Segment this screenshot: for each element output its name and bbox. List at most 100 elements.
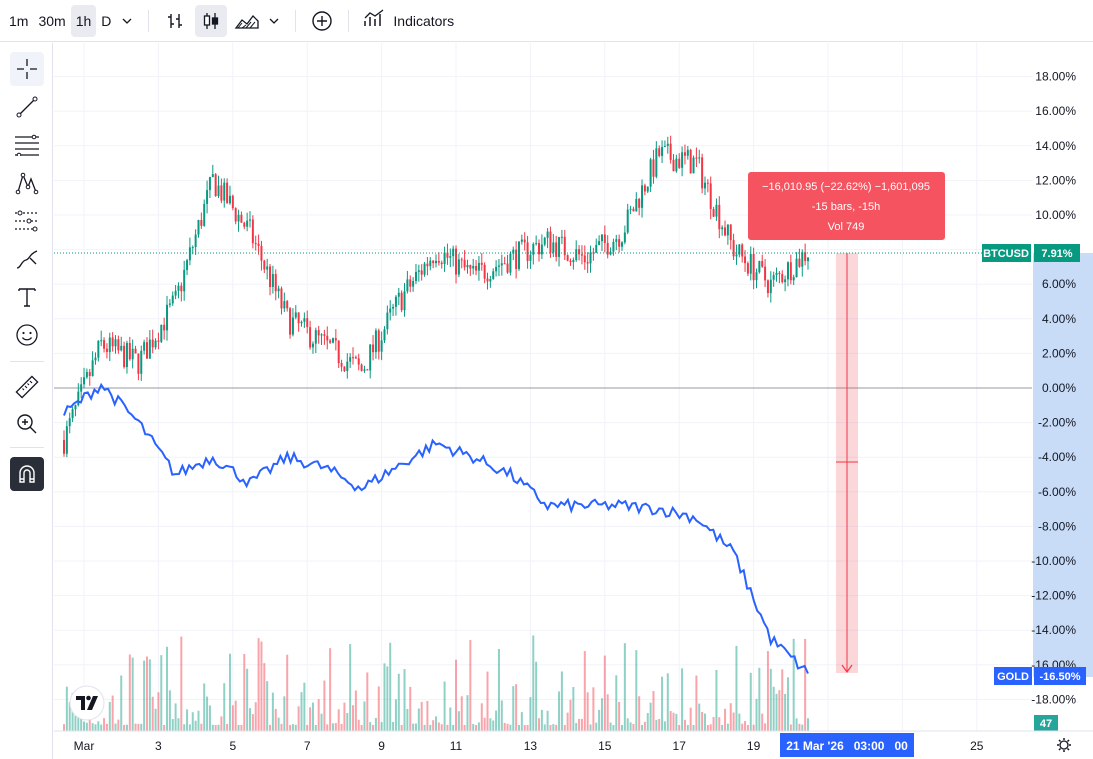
candle-body [706, 182, 709, 184]
candle-body [744, 256, 747, 264]
candle-body [68, 418, 71, 427]
volume-bar [558, 691, 561, 731]
tradingview-logo[interactable] [69, 685, 105, 721]
price-range-measure[interactable]: −16,010.95 (−22.62%) −1,601,095 -15 bars… [748, 172, 945, 674]
volume-bar [798, 723, 801, 731]
volume-bar [626, 718, 629, 731]
fib-retracement-icon[interactable] [10, 128, 44, 162]
trend-line-icon[interactable] [10, 90, 44, 124]
candle-body [766, 280, 769, 294]
price-axis[interactable]: 18.00%16.00%14.00%12.00%10.00%8.00%6.00%… [1031, 70, 1076, 707]
candle-body [741, 244, 744, 257]
candle-body [74, 405, 77, 410]
timeframe-dropdown-chevron-icon[interactable] [116, 5, 138, 37]
emoji-icon[interactable] [10, 318, 44, 352]
chart-settings-gear-icon[interactable] [1057, 738, 1071, 752]
btcusd-symbol-badge [982, 244, 1031, 262]
candle-body [277, 288, 280, 292]
volume-bar [326, 724, 329, 731]
volume-bar [357, 719, 360, 731]
candle-body [326, 335, 329, 341]
candle-body [343, 366, 346, 372]
crosshair-icon[interactable] [10, 52, 44, 86]
candle-body [334, 338, 337, 341]
chart-type-dropdown-chevron-icon[interactable] [263, 5, 285, 37]
candle-body [463, 259, 466, 268]
candle-body [452, 248, 455, 257]
candle-body [394, 296, 397, 307]
volume-bar [681, 668, 684, 731]
volume-bar [374, 717, 377, 731]
candle-body [609, 251, 612, 255]
candle-body [483, 264, 486, 279]
candle-body [128, 342, 131, 360]
volume-bar [346, 713, 349, 731]
candle-body [297, 312, 300, 324]
volume-bar [366, 672, 369, 731]
volume-bar [578, 718, 581, 731]
timeframe-1m[interactable]: 1m [9, 12, 29, 29]
text-tool-icon[interactable] [10, 280, 44, 314]
timeframe-1h[interactable]: 1h [70, 4, 97, 37]
volume-bar [386, 666, 389, 731]
candle-body [372, 344, 375, 353]
tool-divider [10, 447, 44, 448]
vertical-grid [83, 43, 978, 731]
indicators-button[interactable]: Indicators [359, 5, 458, 37]
volume-bar [781, 669, 784, 731]
volume-bar [183, 724, 186, 731]
chart-canvas[interactable]: −16,010.95 (−22.62%) −1,601,095 -15 bars… [54, 43, 1093, 759]
volume-bar [452, 724, 455, 731]
area-chart-type-icon[interactable] [231, 5, 263, 37]
volume-bar [580, 718, 583, 731]
volume-bar [354, 690, 357, 731]
candle-body [111, 337, 114, 347]
candle-body [455, 248, 458, 275]
candle-body [652, 159, 655, 177]
candle-body [171, 295, 174, 304]
volume-bar [703, 713, 706, 731]
drawing-toolbar [0, 43, 53, 759]
ruler-measure-icon[interactable] [10, 370, 44, 404]
candle-body [369, 344, 372, 371]
volume-bar [91, 723, 94, 731]
compare-add-symbol-icon[interactable] [306, 5, 338, 37]
volume-bar [729, 703, 732, 731]
magnet-mode-icon[interactable] [10, 457, 44, 491]
time-tick-label: Mar [74, 739, 95, 753]
candles-chart-type-icon[interactable] [195, 4, 228, 37]
volume-bar [772, 686, 775, 731]
candle-body [85, 372, 88, 378]
volume-bar [197, 710, 200, 731]
chart-pane[interactable]: −16,010.95 (−22.62%) −1,601,095 -15 bars… [54, 43, 1093, 759]
volume-bar [546, 710, 549, 731]
forecasting-tool-icon[interactable] [10, 204, 44, 238]
candle-body [626, 209, 629, 233]
pattern-tool-icon[interactable] [10, 166, 44, 200]
timeframe-d[interactable]: D [101, 12, 112, 29]
time-axis[interactable]: Mar357911131517192325 [74, 739, 984, 753]
candle-body [672, 159, 675, 172]
price-tick-label: 18.00% [1035, 70, 1076, 84]
bar-chart-type-icon[interactable] [159, 5, 191, 37]
timeframe-30m[interactable]: 30m [38, 12, 66, 29]
candle-body [486, 278, 489, 282]
candle-body [475, 265, 478, 271]
volume-bar [157, 692, 160, 731]
volume-bar [469, 640, 472, 731]
candle-body [632, 208, 635, 212]
volume-bar [314, 724, 317, 731]
volume-bar [208, 705, 211, 731]
volume-bar [417, 708, 420, 731]
volume-bar [792, 638, 795, 731]
volume-bar [166, 646, 169, 731]
gold-symbol-label: GOLD [997, 671, 1029, 683]
toolbar-divider [295, 9, 297, 32]
price-tick-label: 6.00% [1042, 277, 1076, 291]
candle-body [117, 339, 120, 351]
brush-icon[interactable] [10, 242, 44, 276]
zoom-in-icon[interactable] [10, 407, 44, 441]
volume-bar [334, 723, 337, 731]
volume-bar [526, 724, 529, 731]
candle-body [374, 330, 377, 353]
